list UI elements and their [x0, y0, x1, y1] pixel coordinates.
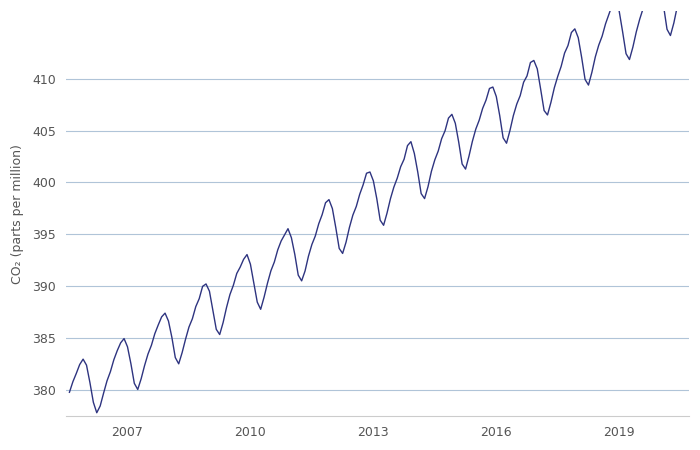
Y-axis label: CO₂ (parts per million): CO₂ (parts per million) [11, 144, 24, 284]
